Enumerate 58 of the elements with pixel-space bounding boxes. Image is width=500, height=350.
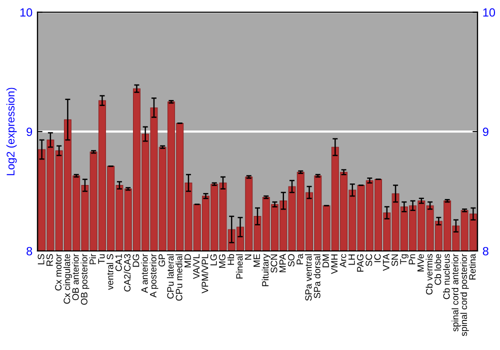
x-tick-label: Pineal — [236, 254, 243, 278]
x-tick-label: Cx motor — [55, 254, 62, 290]
y2-tick-label: 9 — [482, 128, 488, 136]
x-tick-label: Tg — [400, 254, 408, 264]
x-tick-label: SCN — [270, 254, 278, 273]
x-tick-label: RS — [46, 254, 53, 266]
y2-tick-label: 10 — [483, 8, 496, 17]
x-tick-label: VMH — [331, 254, 338, 274]
x-tick-label: ME — [254, 254, 260, 267]
x-tick-label: Pn — [408, 254, 416, 264]
x-tick-label: Pituitary — [262, 254, 270, 286]
y-axis-title: Log2 (expression) — [6, 88, 17, 176]
y-tick-label: 10 — [20, 8, 32, 17]
x-tick-label: LS — [38, 254, 44, 264]
x-tick-label: SPa dorsal — [314, 254, 320, 298]
x-tick-label: CPu medial — [176, 254, 182, 301]
x-tick-label: CA2/CA3 — [124, 254, 131, 292]
x-tick-label: Cb nucleus — [443, 254, 450, 300]
x-tick-label: Cx cingulate — [63, 254, 72, 304]
y-tick-label: 9 — [26, 128, 32, 136]
x-tick-label: Pa — [296, 254, 304, 264]
x-tick-label: LG — [210, 254, 217, 266]
x-tick-label: PAG — [357, 254, 364, 272]
x-tick-label: OB anterior — [72, 254, 79, 300]
x-tick-label: DM — [322, 254, 329, 268]
x-tick-label: VA/VL — [192, 254, 200, 279]
x-tick-label: SN — [392, 254, 398, 266]
x-tick-label: VTA — [382, 254, 390, 271]
x-tick-label: IC — [374, 254, 381, 262]
x-tick-label: A posterior — [150, 254, 158, 298]
x-tick-label: LH — [348, 254, 355, 265]
x-tick-label: SO — [288, 254, 294, 267]
x-tick-label: N — [244, 254, 252, 260]
x-tick-label: VPM/VPL — [201, 254, 208, 294]
x-tick-label: Retina — [468, 254, 476, 280]
x-tick-label: Arc — [340, 254, 346, 268]
x-tick-label: CA1 — [115, 254, 122, 272]
x-tick-label: spinal cord posterior — [460, 254, 469, 336]
x-tick-label: SPa ventral — [304, 254, 312, 301]
x-tick-label: A anterior — [141, 254, 148, 293]
x-tick-label: CPu lateral — [166, 254, 174, 299]
x-tick-label: DG — [132, 254, 140, 267]
x-tick-label: MG — [218, 254, 226, 268]
x-tick-label: GP — [158, 254, 166, 267]
x-tick-label: Cb lobe — [434, 254, 442, 285]
x-tick-label: MD — [184, 254, 191, 268]
x-tick-label: MVe — [417, 254, 424, 272]
x-tick-label: spinal cord anterior — [452, 254, 460, 332]
x-tick-label: SC — [366, 254, 372, 266]
x-tick-label: Pir — [89, 254, 96, 264]
y2-tick-label: 8 — [482, 246, 488, 256]
y-tick-label: 8 — [26, 246, 32, 256]
x-tick-label: ventral S — [106, 254, 114, 290]
x-tick-label: Tu — [98, 254, 105, 264]
x-tick-label: Hb — [227, 254, 234, 265]
x-tick-label: MPA — [279, 254, 286, 272]
x-tick-label: OB posterior — [80, 254, 90, 305]
x-tick-label: Cb vermis — [426, 254, 433, 295]
